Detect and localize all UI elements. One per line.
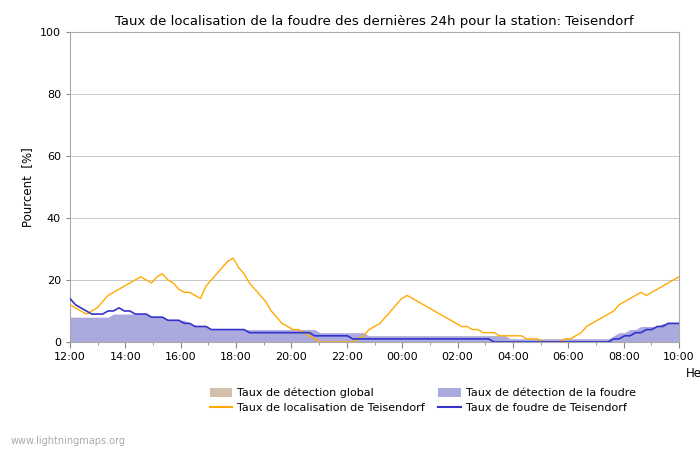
- Text: www.lightningmaps.org: www.lightningmaps.org: [10, 436, 125, 446]
- Text: Heure: Heure: [686, 367, 700, 380]
- Legend: Taux de détection global, Taux de localisation de Teisendorf, Taux de détection : Taux de détection global, Taux de locali…: [209, 388, 636, 413]
- Y-axis label: Pourcent  [%]: Pourcent [%]: [22, 147, 34, 227]
- Title: Taux de localisation de la foudre des dernières 24h pour la station: Teisendorf: Taux de localisation de la foudre des de…: [116, 14, 634, 27]
